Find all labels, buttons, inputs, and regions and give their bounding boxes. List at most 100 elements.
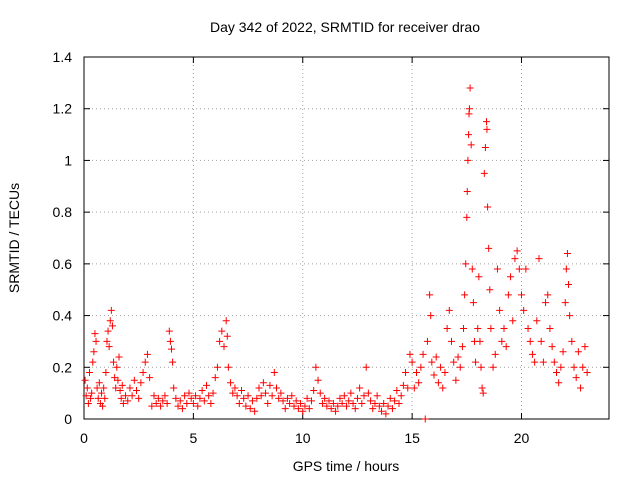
- plot-frame: [83, 56, 610, 420]
- data-point: [553, 368, 560, 376]
- data-point: [423, 337, 431, 345]
- data-point: [332, 407, 340, 415]
- data-point: [130, 376, 138, 384]
- data-point: [87, 394, 95, 402]
- data-point: [104, 327, 112, 335]
- data-point: [565, 281, 573, 289]
- data-point: [583, 368, 591, 376]
- x-tick-label: 0: [80, 430, 88, 446]
- data-point: [83, 384, 91, 392]
- data-point: [464, 156, 472, 164]
- data-point: [231, 384, 239, 392]
- data-point: [531, 358, 539, 366]
- data-point: [279, 397, 287, 405]
- data-point: [119, 399, 127, 407]
- data-point: [185, 389, 193, 397]
- data-point: [312, 363, 320, 371]
- data-point: [513, 247, 521, 255]
- data-point: [511, 255, 519, 263]
- x-tick-label: 10: [295, 430, 311, 446]
- data-point: [347, 389, 355, 397]
- data-point: [299, 407, 307, 415]
- data-point: [373, 392, 381, 400]
- data-point: [264, 399, 272, 407]
- data-point: [152, 399, 160, 407]
- data-point: [570, 363, 578, 371]
- data-point: [562, 265, 570, 273]
- data-point: [268, 392, 276, 400]
- data-point: [200, 397, 208, 405]
- data-point: [338, 399, 346, 407]
- data-point: [502, 343, 510, 351]
- data-point: [443, 325, 451, 332]
- y-tick-label: 0.8: [53, 204, 73, 220]
- data-point: [566, 312, 574, 320]
- data-point: [360, 392, 368, 400]
- data-point: [240, 394, 248, 402]
- data-point: [460, 325, 468, 332]
- data-point: [107, 306, 115, 314]
- data-point: [117, 394, 125, 402]
- data-point: [393, 387, 401, 395]
- data-point: [391, 397, 399, 405]
- data-point: [452, 376, 460, 384]
- data-point: [465, 105, 473, 113]
- data-point: [550, 358, 558, 366]
- data-point: [209, 389, 217, 397]
- data-point: [380, 399, 388, 407]
- data-point: [448, 337, 455, 345]
- data-point: [522, 265, 530, 273]
- data-point: [169, 358, 177, 366]
- data-point: [128, 392, 136, 400]
- data-point: [345, 397, 353, 405]
- data-point: [238, 387, 245, 395]
- data-point: [462, 260, 470, 268]
- data-point: [402, 368, 410, 376]
- data-point: [316, 389, 324, 397]
- data-point: [139, 368, 147, 376]
- data-point: [255, 384, 263, 392]
- data-point: [386, 394, 394, 402]
- data-point: [174, 402, 182, 410]
- data-point: [220, 343, 228, 351]
- y-tick-label: 0.2: [53, 359, 73, 375]
- data-point: [468, 265, 476, 273]
- data-point: [157, 402, 165, 410]
- data-point: [303, 394, 311, 402]
- data-point: [301, 402, 309, 410]
- data-point: [211, 374, 219, 382]
- data-point: [273, 384, 280, 392]
- data-point: [485, 244, 493, 252]
- data-point: [154, 394, 162, 402]
- data-point: [253, 394, 261, 402]
- data-point: [581, 343, 589, 351]
- data-point: [88, 389, 96, 397]
- data-point: [170, 384, 178, 392]
- data-point: [364, 389, 372, 397]
- data-point: [421, 415, 429, 423]
- data-point: [515, 265, 523, 273]
- data-point: [94, 394, 102, 402]
- data-point: [176, 397, 184, 405]
- data-point: [458, 343, 466, 351]
- data-point: [98, 389, 105, 397]
- data-point: [579, 363, 587, 371]
- data-point: [437, 363, 445, 371]
- data-point: [148, 402, 156, 410]
- data-point: [504, 291, 512, 299]
- data-point: [126, 384, 134, 392]
- data-point: [325, 397, 333, 405]
- data-point: [218, 327, 226, 335]
- data-point: [103, 337, 111, 345]
- data-point: [480, 169, 488, 177]
- x-tick-label: 5: [189, 430, 197, 446]
- data-point: [133, 387, 140, 395]
- grid: [84, 57, 609, 419]
- data-point: [520, 306, 528, 314]
- data-point: [294, 405, 302, 413]
- data-point: [115, 353, 123, 361]
- data-point: [116, 387, 124, 395]
- data-point: [358, 399, 366, 407]
- data-point: [526, 337, 534, 345]
